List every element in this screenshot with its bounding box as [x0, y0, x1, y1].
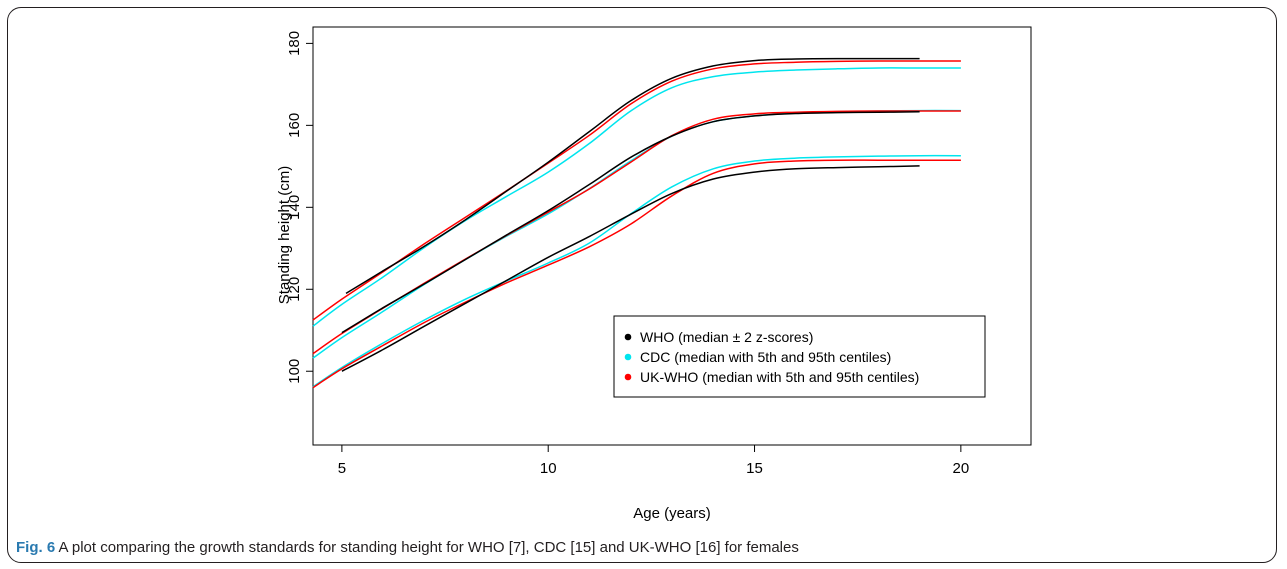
figure-frame	[7, 7, 1277, 563]
y-tick-label: 160	[286, 113, 303, 138]
figure-caption: Fig. 6 A plot comparing the growth stand…	[16, 539, 799, 556]
y-tick-label: 100	[286, 359, 303, 384]
who--2-z-score-line	[341, 165, 920, 372]
figure-caption-text: A plot comparing the growth standards fo…	[58, 539, 799, 556]
ukwho-5th-centile-line	[312, 159, 961, 389]
legend-marker-ukwho	[624, 373, 632, 381]
who--2-z-score-line	[345, 57, 920, 295]
legend-marker-who	[624, 333, 632, 341]
growth-chart: 5 10 15 20 100 120 140 160 180 Age (years) Stan…	[276, 26, 1032, 522]
y-tick-label: 140	[286, 195, 303, 220]
y-tick-label: 180	[286, 31, 303, 56]
legend: WHO (median ± 2 z-scores) CDC (median wi…	[613, 315, 986, 398]
x-axis-label: Age (years)	[633, 505, 711, 522]
y-tick-label: 120	[286, 277, 303, 302]
y-axis: 100 120 140 160 180	[286, 31, 313, 384]
legend-label-ukwho: UK-WHO (median with 5th and 95th centile…	[640, 369, 919, 385]
x-tick-label: 15	[746, 460, 763, 477]
plot-area-border	[312, 26, 1032, 446]
x-tick-label: 5	[338, 460, 346, 477]
curves-layer	[312, 57, 961, 389]
figure-label: Fig. 6	[16, 539, 56, 556]
who-median-line	[341, 111, 920, 334]
legend-label-cdc: CDC (median with 5th and 95th centiles)	[640, 349, 891, 365]
cdc-95th-centile-line	[312, 67, 961, 327]
x-tick-label: 20	[953, 460, 970, 477]
y-axis-label: Standing height (cm)	[276, 166, 293, 304]
legend-box	[613, 315, 986, 398]
x-axis: 5 10 15 20	[338, 445, 969, 477]
ukwho-95th-centile-line	[312, 60, 961, 321]
x-tick-label: 10	[540, 460, 557, 477]
legend-label-who: WHO (median ± 2 z-scores)	[640, 329, 813, 345]
legend-marker-cdc	[624, 353, 632, 361]
